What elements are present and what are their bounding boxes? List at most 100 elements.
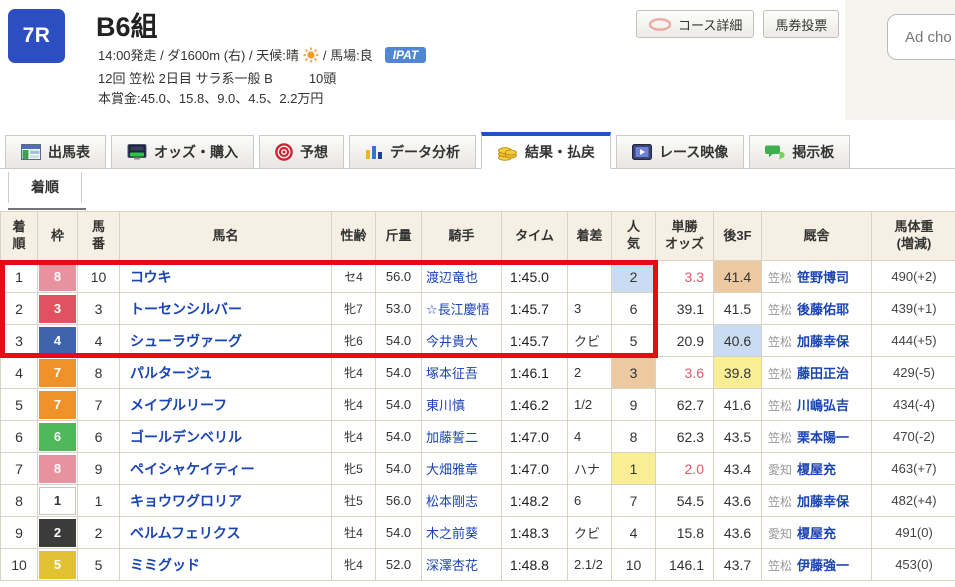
tab-odds-purchase[interactable]: オッズ・購入 (111, 135, 254, 168)
stable-area-label: 笠松 (768, 367, 793, 381)
tab-data-analysis[interactable]: データ分析 (349, 135, 476, 168)
horse-name-cell: ベルムフェリクス (119, 516, 332, 549)
race-conditions-text: 14:00発走 / ダ1600m (右) / 天候:晴 (98, 48, 299, 63)
waku-color-badge: 3 (39, 294, 76, 323)
weight-cell: 54.0 (375, 516, 422, 549)
trainer-link[interactable]: 川嶋弘吉 (797, 398, 850, 413)
trainer-link[interactable]: 後藤佑耶 (797, 302, 850, 317)
horse-weight-cell: 453(0) (871, 548, 955, 581)
tab-label: 出馬表 (48, 144, 90, 160)
ad-choices-button[interactable]: Ad cho (887, 14, 955, 60)
trainer-link[interactable]: 伊藤強一 (797, 558, 850, 573)
stable-area-label: 笠松 (768, 495, 793, 509)
trainer-link[interactable]: 加藤幸保 (797, 494, 850, 509)
horse-name-link[interactable]: パルタージュ (130, 364, 213, 381)
jockey-link[interactable]: 松本剛志 (426, 494, 479, 509)
stable-cell: 笠松 藤田正治 (761, 356, 872, 389)
baken-vote-button[interactable]: 馬券投票 (763, 10, 840, 38)
time-cell: 1:47.0 (501, 420, 568, 453)
horse-name-link[interactable]: トーセンシルバー (130, 300, 242, 317)
trainer-link[interactable]: 藤田正治 (797, 366, 850, 381)
time-cell: 1:45.0 (501, 260, 568, 293)
margin-cell: 3 (567, 292, 612, 325)
weight-cell: 54.0 (375, 356, 422, 389)
jockey-link[interactable]: 深澤杏花 (426, 558, 479, 573)
win-odds-cell: 3.6 (655, 356, 714, 389)
jockey-link[interactable]: 塚本征吾 (426, 366, 479, 381)
waku-cell: 4 (37, 324, 78, 357)
horse-name-cell: シューラヴァーグ (119, 324, 332, 357)
ad-area: Ad cho (845, 0, 955, 120)
results-table-body: 1 8 10 コウキ セ4 56.0 渡辺竜也 1:45.0 2 3.3 41.4 笠松 笹野博司 490… (0, 260, 955, 581)
waku-cell: 7 (37, 388, 78, 421)
horse-name-link[interactable]: シューラヴァーグ (130, 332, 242, 349)
jockey-link[interactable]: 渡辺竜也 (426, 270, 479, 285)
speech-bubbles-icon (765, 144, 785, 160)
horse-name-link[interactable]: ペイシャケイティー (130, 460, 255, 477)
trainer-link[interactable]: 榎屋充 (797, 526, 837, 541)
horse-number-cell: 9 (77, 452, 120, 485)
col-header-weight: 斤量 (375, 211, 422, 261)
tab-bbs[interactable]: 掲示板 (749, 135, 851, 168)
jockey-link[interactable]: 加藤誓二 (426, 430, 479, 445)
stable-cell: 笠松 伊藤強一 (761, 548, 872, 581)
rank-cell: 5 (0, 388, 38, 421)
trainer-link[interactable]: 榎屋充 (797, 462, 837, 477)
tab-label: 掲示板 (792, 144, 835, 160)
horse-name-cell: トーセンシルバー (119, 292, 332, 325)
sex-age-cell: 牝4 (331, 356, 376, 389)
result-row: 7 8 9 ペイシャケイティー 牝5 54.0 大畑雅章 1:47.0 ハナ 1 2.0 43.4 愛知… (0, 452, 955, 485)
tab-label: 結果・払戻 (525, 144, 595, 160)
jockey-link[interactable]: 大畑雅章 (426, 462, 479, 477)
jockey-link[interactable]: ☆長江慶悟 (426, 302, 490, 317)
sex-age-cell: 牝7 (331, 292, 376, 325)
tab-race-video[interactable]: レース映像 (616, 135, 745, 168)
jockey-link[interactable]: 今井貴大 (426, 334, 479, 349)
trainer-link[interactable]: 加藤幸保 (797, 334, 850, 349)
weight-cell: 52.0 (375, 548, 422, 581)
waku-cell: 1 (37, 484, 78, 517)
trainer-link[interactable]: 笹野博司 (797, 270, 850, 285)
weight-cell: 54.0 (375, 452, 422, 485)
course-detail-button[interactable]: コース詳細 (636, 10, 755, 38)
horse-name-link[interactable]: キョウワグロリア (130, 492, 242, 509)
subtab-order-of-finish[interactable]: 着順 (8, 172, 82, 203)
waku-cell: 7 (37, 356, 78, 389)
tab-results-payout[interactable]: 結果・払戻 (481, 132, 611, 169)
popularity-cell: 7 (611, 484, 656, 517)
weight-cell: 53.0 (375, 292, 422, 325)
tab-entries[interactable]: 出馬表 (5, 135, 106, 168)
horse-name-link[interactable]: ゴールデンベリル (130, 428, 242, 445)
results-table-head: 着 順枠馬 番馬名 性齢 斤量 騎手 タイム 着差人 気単勝 オッズ 後3F 厩舎 馬体重 (増… (0, 211, 955, 261)
jockey-link[interactable]: 木之前葵 (426, 526, 479, 541)
stable-area-label: 笠松 (768, 271, 793, 285)
win-odds-cell: 54.5 (655, 484, 714, 517)
tab-forecast[interactable]: 予想 (259, 135, 344, 168)
meeting-text: 12回 笠松 2日目 サラ系一般 B (98, 71, 273, 86)
horse-number-cell: 10 (77, 260, 120, 293)
jockey-cell: 松本剛志 (421, 484, 502, 517)
sex-age-cell: 牝6 (331, 324, 376, 357)
margin-cell: 2.1/2 (567, 548, 612, 581)
sex-age-cell: 牡5 (331, 484, 376, 517)
waku-cell: 2 (37, 516, 78, 549)
weight-cell: 56.0 (375, 484, 422, 517)
sex-age-cell: 牝4 (331, 388, 376, 421)
time-cell: 1:48.2 (501, 484, 568, 517)
entry-table-icon (21, 144, 41, 160)
waku-color-badge: 6 (39, 422, 76, 451)
horse-number-cell: 4 (77, 324, 120, 357)
trainer-link[interactable]: 栗本陽一 (797, 430, 850, 445)
time-cell: 1:45.7 (501, 292, 568, 325)
horse-name-link[interactable]: コウキ (130, 268, 172, 285)
rank-cell: 7 (0, 452, 38, 485)
horse-name-link[interactable]: メイプルリーフ (130, 396, 228, 413)
horse-weight-cell: 444(+5) (871, 324, 955, 357)
horse-name-link[interactable]: ミミグッド (130, 556, 200, 573)
time-cell: 1:46.1 (501, 356, 568, 389)
col-header-time: タイム (501, 211, 568, 261)
jockey-link[interactable]: 東川慎 (426, 398, 466, 413)
waku-color-badge: 8 (39, 262, 76, 291)
win-odds-cell: 20.9 (655, 324, 714, 357)
horse-name-link[interactable]: ベルムフェリクス (130, 524, 241, 541)
